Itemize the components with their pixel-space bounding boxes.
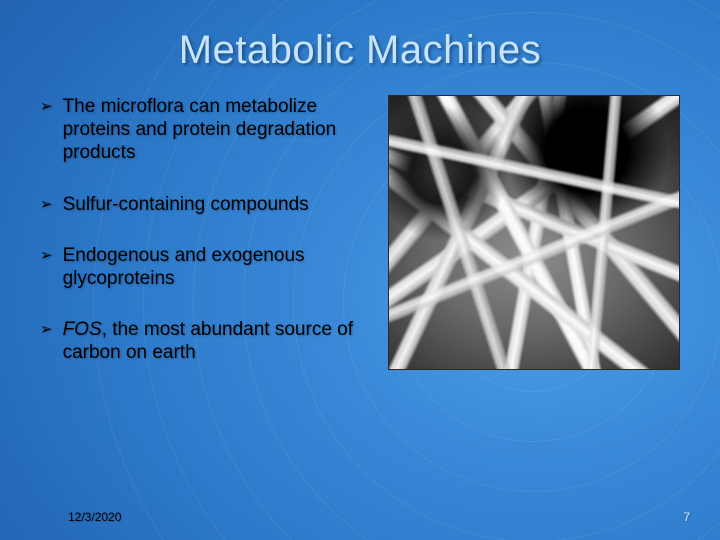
chevron-right-icon: ➢ bbox=[40, 321, 53, 339]
footer-date: 12/3/2020 bbox=[68, 510, 121, 524]
bullet-text: Endogenous and exogenous glycoproteins bbox=[63, 244, 370, 290]
content-row: ➢ The microflora can metabolize proteins… bbox=[40, 95, 680, 392]
bullet-list: ➢ The microflora can metabolize proteins… bbox=[40, 95, 370, 392]
list-item: ➢ Endogenous and exogenous glycoproteins bbox=[40, 244, 370, 290]
bullet-text: Sulfur-containing compounds bbox=[63, 193, 309, 216]
bullet-text: FOS, the most abundant source of carbon … bbox=[63, 318, 370, 364]
italic-lead: FOS bbox=[63, 319, 102, 340]
bullet-text: The microflora can metabolize proteins a… bbox=[63, 95, 370, 165]
slide-footer: 12/3/2020 7 bbox=[0, 510, 720, 524]
microflora-image bbox=[388, 95, 680, 370]
list-item: ➢ The microflora can metabolize proteins… bbox=[40, 95, 370, 165]
bullet-tail: , the most abundant source of carbon on … bbox=[63, 319, 353, 363]
chevron-right-icon: ➢ bbox=[40, 196, 53, 214]
slide-title: Metabolic Machines bbox=[40, 28, 680, 73]
chevron-right-icon: ➢ bbox=[40, 247, 53, 265]
page-number: 7 bbox=[683, 510, 690, 524]
list-item: ➢ FOS, the most abundant source of carbo… bbox=[40, 318, 370, 364]
chevron-right-icon: ➢ bbox=[40, 98, 53, 116]
list-item: ➢ Sulfur-containing compounds bbox=[40, 193, 370, 216]
slide: Metabolic Machines ➢ The microflora can … bbox=[0, 0, 720, 540]
